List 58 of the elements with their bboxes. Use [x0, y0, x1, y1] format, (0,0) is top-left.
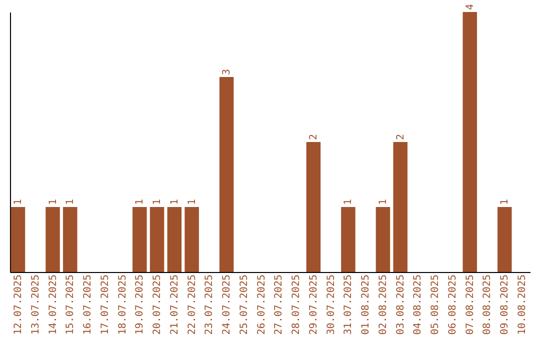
data-label: 1: [378, 198, 389, 205]
data-label: 1: [169, 198, 180, 205]
x-tick-label: 24.07.2025: [222, 274, 233, 335]
x-tick-label: 19.07.2025: [134, 274, 146, 335]
x-tick-label: 16.07.2025: [82, 274, 94, 335]
x-tick-label: 23.07.2025: [204, 274, 216, 335]
x-tick-label: 14.07.2025: [48, 274, 59, 335]
bar: [167, 207, 182, 272]
bar: [184, 207, 199, 272]
x-tick-label: 02.08.2025: [378, 274, 389, 335]
x-tick-label: 03.08.2025: [395, 274, 406, 335]
x-tick-label: 21.07.2025: [169, 274, 180, 335]
data-label: 3: [222, 68, 233, 75]
x-tick-label: 29.07.2025: [308, 274, 320, 335]
x-tick-label: 12.07.2025: [12, 274, 24, 335]
x-tick-label: 22.07.2025: [186, 274, 198, 335]
x-tick-label: 26.07.2025: [256, 274, 268, 335]
bar: [132, 207, 147, 272]
data-label: 1: [152, 198, 164, 205]
bar: [219, 77, 234, 272]
data-label: 2: [395, 134, 406, 140]
bar: [341, 207, 356, 272]
data-label: 1: [343, 198, 354, 205]
x-tick-label: 30.07.2025: [326, 274, 337, 335]
bar: [376, 207, 390, 272]
data-label: 1: [500, 198, 511, 205]
x-tick-label: 25.07.2025: [238, 274, 250, 335]
data-label: 1: [186, 198, 198, 205]
x-tick-label: 09.08.2025: [500, 274, 511, 335]
x-tick-label: 28.07.2025: [291, 274, 302, 335]
x-tick-label: 31.07.2025: [343, 274, 354, 335]
bar: [150, 207, 164, 272]
bar: [63, 207, 78, 272]
bar: [393, 142, 408, 272]
data-label: 1: [134, 198, 146, 205]
x-tick-label: 01.08.2025: [360, 274, 372, 335]
x-tick-label: 18.07.2025: [117, 274, 128, 335]
x-tick-label: 04.08.2025: [412, 274, 424, 335]
x-tick-label: 17.07.2025: [100, 274, 111, 335]
data-label: 1: [48, 198, 59, 205]
data-label: 2: [308, 134, 320, 140]
bar: [462, 12, 477, 272]
data-label: 1: [65, 198, 76, 205]
x-tick-label: 13.07.2025: [30, 274, 42, 335]
x-tick-label: 08.08.2025: [482, 274, 494, 335]
x-tick-label: 06.08.2025: [447, 274, 458, 335]
data-label: 1: [12, 198, 24, 205]
x-tick-label: 20.07.2025: [152, 274, 164, 335]
data-label: 4: [464, 4, 476, 10]
bar: [306, 142, 321, 272]
bar: [46, 207, 60, 272]
x-tick-label: 27.07.2025: [274, 274, 285, 335]
x-tick-label: 07.08.2025: [464, 274, 476, 335]
bar: [498, 207, 512, 272]
x-tick-label: 05.08.2025: [430, 274, 442, 335]
bar: [10, 207, 26, 272]
x-tick-label: 15.07.2025: [65, 274, 76, 335]
x-tick-label: 10.08.2025: [517, 274, 528, 335]
